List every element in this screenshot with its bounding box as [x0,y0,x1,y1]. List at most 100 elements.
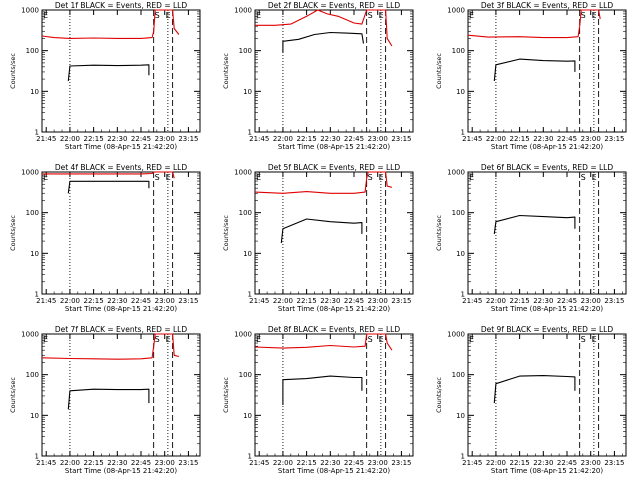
series-line-events [493,214,576,234]
y-tick-label: 1 [461,453,465,461]
x-tick-label: 22:30 [107,297,127,305]
panel-title: Det 5f BLACK = Events, RED = LLD [268,163,401,172]
x-tick-label: 22:45 [557,459,577,467]
panel-title: Det 4f BLACK = Events, RED = LLD [55,163,188,172]
y-tick-label: 100 [239,47,252,55]
y-tick-label: 100 [239,209,252,217]
plot-frame [467,171,627,295]
series-line-events [280,218,363,244]
x-axis-label: Start Time (08-Apr-15 21:42:20) [278,467,390,475]
x-tick-label: 22:15 [84,459,104,467]
y-tick-label: 100 [452,371,465,379]
x-tick-label: 22:45 [344,135,364,143]
x-tick-label: 22:30 [533,459,553,467]
x-tick-label: 23:15 [604,459,624,467]
series-line-lld [467,9,601,39]
x-axis-label: Start Time (08-Apr-15 21:42:20) [491,305,603,313]
y-axis-label: Counts/sec [435,377,443,413]
x-tick-label: 23:15 [391,297,411,305]
marker-label-e: E [592,335,597,344]
detector-panel-7: Det 7f BLACK = Events, RED = LLD 1 10 100 10… [9,325,201,475]
y-axis-label: Counts/sec [222,215,230,251]
x-axis-label: Start Time (08-Apr-15 21:42:20) [65,467,177,475]
x-tick-label: 22:00 [60,297,80,305]
x-tick-label: 21:45 [462,135,482,143]
x-tick-label: 23:15 [391,459,411,467]
y-tick-label: 1000 [447,7,465,15]
x-tick-label: 22:15 [297,459,317,467]
series-line-lld [42,171,175,179]
x-tick-label: 21:45 [462,297,482,305]
x-tick-label: 23:00 [155,297,175,305]
x-tick-label: 23:15 [178,459,198,467]
x-tick-label: 22:00 [273,297,293,305]
x-axis-label: Start Time (08-Apr-15 21:42:20) [65,305,177,313]
x-tick-label: 23:15 [604,297,624,305]
marker-label-e: E [166,11,171,20]
marker-label-e: E [379,11,384,20]
x-axis-label: Start Time (08-Apr-15 21:42:20) [491,467,603,475]
y-tick-label: 1 [248,129,252,137]
x-tick-label: 22:15 [510,459,530,467]
y-tick-label: 100 [239,371,252,379]
plot-frame [467,9,627,133]
x-tick-label: 22:30 [533,297,553,305]
marker-label-e: E [256,173,261,182]
y-tick-label: 100 [26,371,39,379]
detector-panel-2: Det 2f BLACK = Events, RED = LLD 1 10 100 10… [222,1,414,151]
panel-title: Det 8f BLACK = Events, RED = LLD [268,325,401,334]
x-tick-label: 22:45 [557,135,577,143]
series-line-events [67,64,150,82]
detector-panel-8: Det 8f BLACK = Events, RED = LLD 1 10 100 10… [222,325,414,475]
x-tick-label: 22:30 [320,297,340,305]
marker-label-e: E [166,335,171,344]
plot-frame [41,9,201,133]
marker-label-s: S [155,173,160,182]
y-axis-label: Counts/sec [435,53,443,89]
x-tick-label: 23:00 [155,135,175,143]
y-tick-label: 10 [243,88,252,96]
marker-label-s: S [368,11,373,20]
x-tick-label: 23:00 [581,297,601,305]
x-tick-label: 23:00 [581,135,601,143]
plot-frame [254,9,414,133]
series-line-events [67,180,150,194]
y-tick-label: 10 [30,88,39,96]
x-tick-label: 22:45 [344,459,364,467]
x-tick-label: 22:00 [273,135,293,143]
x-tick-label: 22:45 [131,135,151,143]
series-line-events [282,375,363,405]
marker-label-s: S [155,11,160,20]
y-tick-label: 10 [243,412,252,420]
y-tick-label: 100 [26,47,39,55]
x-tick-label: 22:45 [131,459,151,467]
x-tick-label: 22:15 [510,297,530,305]
x-tick-label: 22:30 [320,459,340,467]
series-line-lld [254,333,393,351]
y-tick-label: 1000 [21,331,39,339]
y-tick-label: 100 [26,209,39,217]
series-line-events [282,31,365,53]
y-axis-label: Counts/sec [9,215,17,251]
series-line-lld [41,9,180,39]
x-axis-label: Start Time (08-Apr-15 21:42:20) [278,305,390,313]
detector-panel-4: Det 4f BLACK = Events, RED = LLD 1 10 100 10… [9,163,201,313]
panel-title: Det 9f BLACK = Events, RED = LLD [481,325,614,334]
y-tick-label: 1 [248,453,252,461]
x-tick-label: 21:45 [249,135,269,143]
plot-frame [41,333,201,457]
marker-label-e: E [166,173,171,182]
panel-title: Det 3f BLACK = Events, RED = LLD [481,1,614,10]
x-tick-label: 22:15 [297,135,317,143]
y-tick-label: 1000 [234,7,252,15]
marker-label-e: E [43,335,48,344]
marker-label-e: E [43,173,48,182]
panel-title: Det 1f BLACK = Events, RED = LLD [55,1,188,10]
marker-label-s: S [368,335,373,344]
x-tick-label: 21:45 [249,297,269,305]
x-tick-label: 23:00 [368,135,388,143]
x-tick-label: 23:15 [178,135,198,143]
y-tick-label: 10 [30,250,39,258]
marker-label-e: E [256,11,261,20]
